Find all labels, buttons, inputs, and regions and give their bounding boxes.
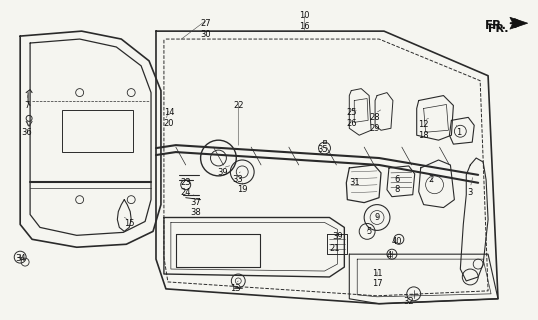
Text: 23
24: 23 24 — [180, 178, 191, 197]
Text: 28
29: 28 29 — [370, 113, 380, 133]
Text: 32: 32 — [404, 297, 414, 306]
Text: FR.: FR. — [485, 19, 507, 32]
Text: FR.: FR. — [488, 24, 508, 34]
Text: 39: 39 — [217, 168, 228, 177]
Text: 3: 3 — [468, 188, 473, 197]
Text: 13: 13 — [230, 284, 240, 293]
Text: 39: 39 — [332, 232, 343, 241]
Text: 14
20: 14 20 — [164, 108, 174, 128]
Bar — [62, 110, 133, 152]
Text: 10
16: 10 16 — [299, 11, 310, 31]
Text: 34: 34 — [15, 254, 25, 263]
Text: 22: 22 — [233, 100, 244, 109]
Text: 31: 31 — [349, 178, 359, 187]
Text: 40: 40 — [392, 237, 402, 246]
Text: 2: 2 — [428, 175, 433, 184]
Text: 4: 4 — [386, 251, 392, 260]
Text: 7: 7 — [24, 100, 30, 109]
Text: 36: 36 — [22, 128, 32, 137]
Text: 21: 21 — [329, 244, 339, 253]
Text: 25
26: 25 26 — [346, 108, 357, 128]
Text: 1: 1 — [456, 128, 461, 137]
Text: 12
18: 12 18 — [419, 120, 429, 140]
Text: 19: 19 — [237, 185, 247, 194]
Text: 5: 5 — [366, 228, 372, 236]
Text: 37
38: 37 38 — [190, 198, 201, 217]
Text: 11
17: 11 17 — [372, 269, 383, 288]
Text: 9: 9 — [374, 212, 380, 221]
Text: 15: 15 — [124, 220, 134, 228]
Text: 35: 35 — [317, 145, 328, 154]
Polygon shape — [510, 17, 528, 29]
Text: 6
8: 6 8 — [394, 175, 400, 194]
Text: 33: 33 — [232, 175, 243, 184]
Text: 27
30: 27 30 — [200, 19, 211, 39]
